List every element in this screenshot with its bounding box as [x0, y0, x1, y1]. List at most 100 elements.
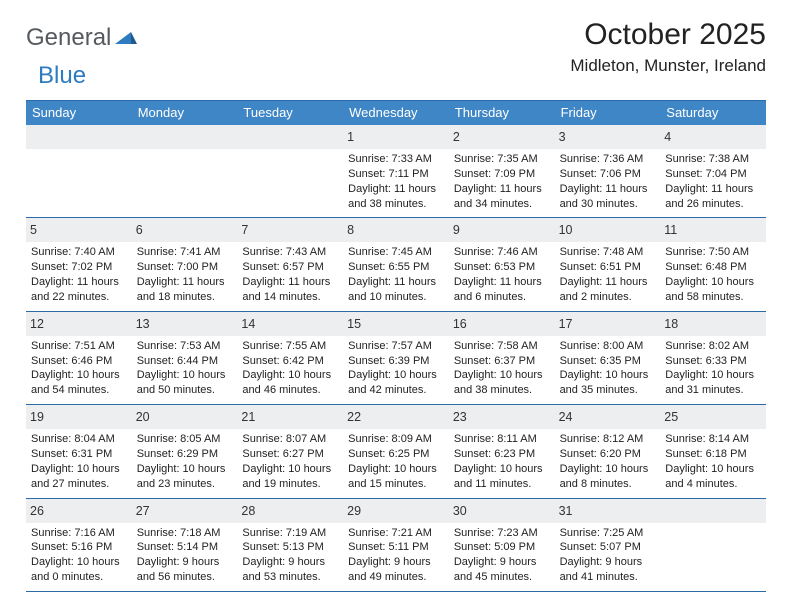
day-number: 23 [453, 410, 467, 424]
day-number: 22 [347, 410, 361, 424]
day-cell: 1Sunrise: 7:33 AMSunset: 7:11 PMDaylight… [343, 125, 449, 217]
sunset-text: Sunset: 6:31 PM [31, 447, 127, 462]
day-number-row: 1 [343, 125, 449, 149]
day-info: Sunrise: 7:46 AMSunset: 6:53 PMDaylight:… [451, 245, 553, 304]
day-number-row: . [237, 125, 343, 149]
day-info: Sunrise: 7:43 AMSunset: 6:57 PMDaylight:… [239, 245, 341, 304]
day-number: 1 [347, 130, 354, 144]
day-cell: 18Sunrise: 8:02 AMSunset: 6:33 PMDayligh… [660, 312, 766, 404]
daylight-text: Daylight: 11 hours and 10 minutes. [348, 275, 444, 305]
day-cell: . [237, 125, 343, 217]
day-number: 24 [559, 410, 573, 424]
day-info: Sunrise: 7:18 AMSunset: 5:14 PMDaylight:… [134, 526, 236, 585]
calendar-grid: Sunday Monday Tuesday Wednesday Thursday… [26, 100, 766, 592]
brand-name-part1: General [26, 24, 111, 52]
day-number-row: . [132, 125, 238, 149]
daylight-text: Daylight: 11 hours and 14 minutes. [242, 275, 338, 305]
day-cell: 15Sunrise: 7:57 AMSunset: 6:39 PMDayligh… [343, 312, 449, 404]
daylight-text: Daylight: 10 hours and 54 minutes. [31, 368, 127, 398]
sunset-text: Sunset: 5:09 PM [454, 540, 550, 555]
calendar-page: General October 2025 Midleton, Munster, … [0, 0, 792, 612]
daylight-text: Daylight: 9 hours and 56 minutes. [137, 555, 233, 585]
day-number-row: 20 [132, 405, 238, 429]
day-number-row: 10 [555, 218, 661, 242]
sunrise-text: Sunrise: 7:53 AM [137, 339, 233, 354]
daylight-text: Daylight: 10 hours and 58 minutes. [665, 275, 761, 305]
day-info: Sunrise: 7:35 AMSunset: 7:09 PMDaylight:… [451, 152, 553, 211]
day-info: Sunrise: 7:36 AMSunset: 7:06 PMDaylight:… [557, 152, 659, 211]
daylight-text: Daylight: 11 hours and 30 minutes. [560, 182, 656, 212]
daylight-text: Daylight: 11 hours and 26 minutes. [665, 182, 761, 212]
day-number-row: 28 [237, 499, 343, 523]
day-number: 12 [30, 317, 44, 331]
daylight-text: Daylight: 10 hours and 15 minutes. [348, 462, 444, 492]
day-number-row: 3 [555, 125, 661, 149]
sunrise-text: Sunrise: 7:33 AM [348, 152, 444, 167]
day-cell: . [26, 125, 132, 217]
sunset-text: Sunset: 6:42 PM [242, 354, 338, 369]
day-number-row: 14 [237, 312, 343, 336]
title-block: October 2025 Midleton, Munster, Ireland [570, 18, 766, 76]
day-cell: 21Sunrise: 8:07 AMSunset: 6:27 PMDayligh… [237, 405, 343, 497]
daylight-text: Daylight: 10 hours and 35 minutes. [560, 368, 656, 398]
daylight-text: Daylight: 10 hours and 31 minutes. [665, 368, 761, 398]
day-info: Sunrise: 7:16 AMSunset: 5:16 PMDaylight:… [28, 526, 130, 585]
sunset-text: Sunset: 5:13 PM [242, 540, 338, 555]
day-cell: 11Sunrise: 7:50 AMSunset: 6:48 PMDayligh… [660, 218, 766, 310]
daylight-text: Daylight: 9 hours and 41 minutes. [560, 555, 656, 585]
week-row: ... 1 Sunrise: 7:33 AMSunset: 7:11 PM Dayli… [26, 125, 766, 218]
daylight-text: Daylight: 9 hours and 53 minutes. [242, 555, 338, 585]
day-cell: 7Sunrise: 7:43 AMSunset: 6:57 PMDaylight… [237, 218, 343, 310]
sunrise-text: Sunrise: 7:58 AM [454, 339, 550, 354]
sunset-text: Sunset: 6:39 PM [348, 354, 444, 369]
sunset-text: Sunset: 7:00 PM [137, 260, 233, 275]
sunrise-text: Sunrise: 7:57 AM [348, 339, 444, 354]
day-info: Sunrise: 8:12 AMSunset: 6:20 PMDaylight:… [557, 432, 659, 491]
day-number-row: 15 [343, 312, 449, 336]
dow-mon: Monday [132, 101, 238, 125]
sunset-text: Sunset: 6:29 PM [137, 447, 233, 462]
day-number: 20 [136, 410, 150, 424]
daylight-text: Daylight: 10 hours and 50 minutes. [137, 368, 233, 398]
day-cell: 8Sunrise: 7:45 AMSunset: 6:55 PMDaylight… [343, 218, 449, 310]
daylight-text: Daylight: 10 hours and 38 minutes. [454, 368, 550, 398]
day-number-row: 11 [660, 218, 766, 242]
day-number: 21 [241, 410, 255, 424]
day-number: 13 [136, 317, 150, 331]
day-info: Sunrise: 7:48 AMSunset: 6:51 PMDaylight:… [557, 245, 659, 304]
day-number: 31 [559, 504, 573, 518]
daylight-text: Daylight: 10 hours and 11 minutes. [454, 462, 550, 492]
day-number-row: . [660, 499, 766, 523]
sunrise-text: Sunrise: 8:09 AM [348, 432, 444, 447]
day-cell: 10 Sunrise: 7:48 AMSunset: 6:51 PMDayligh… [555, 218, 661, 310]
sunset-text: Sunset: 7:11 PM [348, 167, 444, 182]
sunset-text: Sunset: 7:02 PM [31, 260, 127, 275]
sunrise-text: Sunrise: 7:35 AM [454, 152, 550, 167]
day-cell: 3 Sunrise: 7:36 AMSunset: 7:06 PMDaylight… [555, 125, 661, 217]
day-number-row: 24 [555, 405, 661, 429]
sunrise-text: Sunrise: 8:04 AM [31, 432, 127, 447]
sunrise-text: Sunrise: 7:46 AM [454, 245, 550, 260]
day-info: Sunrise: 7:21 AMSunset: 5:11 PMDaylight:… [345, 526, 447, 585]
day-number: 5 [30, 223, 37, 237]
daylight-text: Daylight: 9 hours and 49 minutes. [348, 555, 444, 585]
sunset-text: Sunset: 6:18 PM [665, 447, 761, 462]
day-info: Sunrise: 7:25 AMSunset: 5:07 PMDaylight:… [557, 526, 659, 585]
sunset-text: Sunset: 6:35 PM [560, 354, 656, 369]
day-number: 17 [559, 317, 573, 331]
daylight-text: Daylight: 10 hours and 27 minutes. [31, 462, 127, 492]
brand-name-part2: Blue [38, 62, 86, 90]
dow-sat: Saturday [660, 101, 766, 125]
sunrise-text: Sunrise: 7:18 AM [137, 526, 233, 541]
day-number: 27 [136, 504, 150, 518]
day-number-row: 17 [555, 312, 661, 336]
sunrise-text: Sunrise: 8:05 AM [137, 432, 233, 447]
sunrise-text: Sunrise: 7:16 AM [31, 526, 127, 541]
day-info: Sunrise: 7:38 AMSunset: 7:04 PMDaylight:… [662, 152, 764, 211]
day-info: Sunrise: 7:40 AMSunset: 7:02 PMDaylight:… [28, 245, 130, 304]
sunrise-text: Sunrise: 7:51 AM [31, 339, 127, 354]
daylight-text: Daylight: 11 hours and 2 minutes. [560, 275, 656, 305]
daylight-text: Daylight: 10 hours and 46 minutes. [242, 368, 338, 398]
day-number-row: 16 [449, 312, 555, 336]
day-number: 15 [347, 317, 361, 331]
